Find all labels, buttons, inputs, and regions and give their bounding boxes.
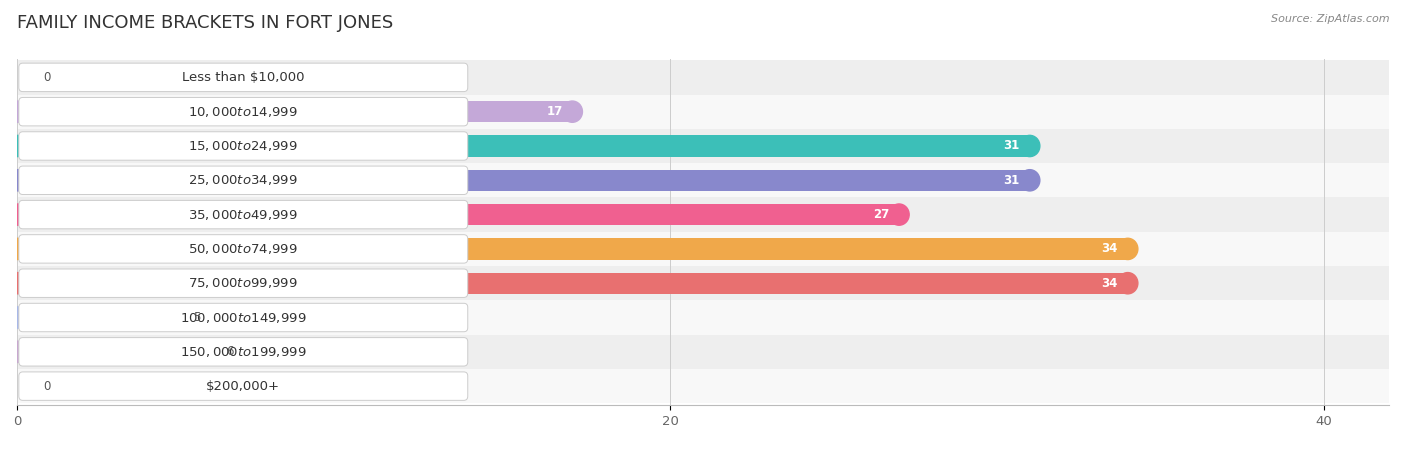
- Circle shape: [7, 307, 27, 328]
- Text: $150,000 to $199,999: $150,000 to $199,999: [180, 345, 307, 359]
- Circle shape: [7, 101, 27, 122]
- FancyBboxPatch shape: [18, 63, 468, 92]
- Bar: [17, 335, 1389, 369]
- Text: Source: ZipAtlas.com: Source: ZipAtlas.com: [1271, 14, 1389, 23]
- FancyBboxPatch shape: [18, 166, 468, 194]
- Circle shape: [1019, 170, 1040, 191]
- Text: $35,000 to $49,999: $35,000 to $49,999: [188, 207, 298, 221]
- Text: $100,000 to $149,999: $100,000 to $149,999: [180, 310, 307, 324]
- Bar: [17, 273, 1128, 294]
- Circle shape: [1019, 135, 1040, 157]
- Bar: [17, 94, 1389, 129]
- FancyBboxPatch shape: [18, 132, 468, 160]
- Text: FAMILY INCOME BRACKETS IN FORT JONES: FAMILY INCOME BRACKETS IN FORT JONES: [17, 14, 394, 32]
- Circle shape: [7, 204, 27, 225]
- Text: $15,000 to $24,999: $15,000 to $24,999: [188, 139, 298, 153]
- Bar: [17, 266, 1389, 300]
- Text: 34: 34: [1101, 243, 1118, 256]
- FancyBboxPatch shape: [18, 372, 468, 400]
- Bar: [17, 307, 180, 328]
- Text: 31: 31: [1004, 140, 1019, 153]
- Bar: [17, 341, 212, 362]
- Text: $50,000 to $74,999: $50,000 to $74,999: [188, 242, 298, 256]
- Bar: [17, 170, 1029, 191]
- FancyBboxPatch shape: [18, 338, 468, 366]
- Bar: [17, 238, 1128, 260]
- Bar: [17, 204, 898, 225]
- Circle shape: [170, 307, 190, 328]
- Text: 34: 34: [1101, 277, 1118, 290]
- FancyBboxPatch shape: [18, 303, 468, 332]
- Text: 17: 17: [547, 105, 562, 118]
- Text: $200,000+: $200,000+: [207, 380, 280, 393]
- Text: 0: 0: [44, 71, 51, 84]
- Bar: [17, 300, 1389, 335]
- Circle shape: [562, 101, 582, 122]
- Text: $10,000 to $14,999: $10,000 to $14,999: [188, 105, 298, 119]
- FancyBboxPatch shape: [18, 98, 468, 126]
- Text: 0: 0: [44, 380, 51, 393]
- Text: $75,000 to $99,999: $75,000 to $99,999: [188, 276, 298, 290]
- Bar: [17, 135, 1029, 157]
- Text: 6: 6: [226, 345, 233, 358]
- Circle shape: [7, 238, 27, 260]
- Circle shape: [1118, 273, 1137, 294]
- Text: Less than $10,000: Less than $10,000: [181, 71, 305, 84]
- FancyBboxPatch shape: [18, 200, 468, 229]
- Text: $25,000 to $34,999: $25,000 to $34,999: [188, 173, 298, 187]
- Circle shape: [1118, 238, 1137, 260]
- Bar: [17, 369, 1389, 403]
- Bar: [17, 232, 1389, 266]
- Text: 31: 31: [1004, 174, 1019, 187]
- Circle shape: [889, 204, 910, 225]
- Bar: [17, 129, 1389, 163]
- Text: 5: 5: [193, 311, 201, 324]
- Circle shape: [7, 170, 27, 191]
- FancyBboxPatch shape: [18, 235, 468, 263]
- Bar: [17, 60, 1389, 94]
- Text: 27: 27: [873, 208, 889, 221]
- Bar: [17, 163, 1389, 198]
- FancyBboxPatch shape: [18, 269, 468, 297]
- Bar: [17, 101, 572, 122]
- Circle shape: [7, 135, 27, 157]
- Circle shape: [202, 341, 224, 362]
- Circle shape: [7, 273, 27, 294]
- Bar: [17, 198, 1389, 232]
- Circle shape: [7, 341, 27, 362]
